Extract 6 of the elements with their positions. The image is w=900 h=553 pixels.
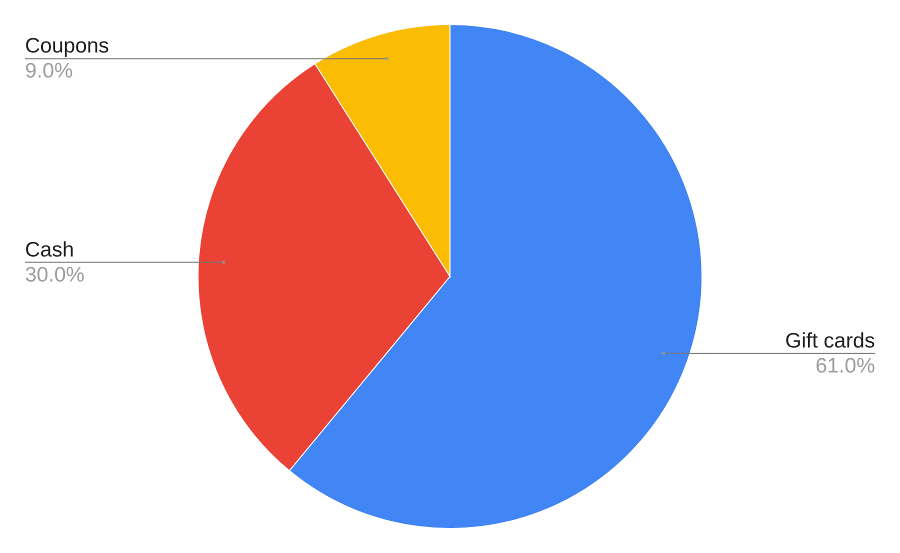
slice-label: Coupons <box>25 34 110 58</box>
slice-label: Gift cards <box>785 329 875 352</box>
data-label: 30.0% <box>25 263 85 286</box>
data-label: 9.0% <box>25 60 73 83</box>
slice-label: Cash <box>25 238 74 262</box>
data-label: 61.0% <box>815 354 875 378</box>
